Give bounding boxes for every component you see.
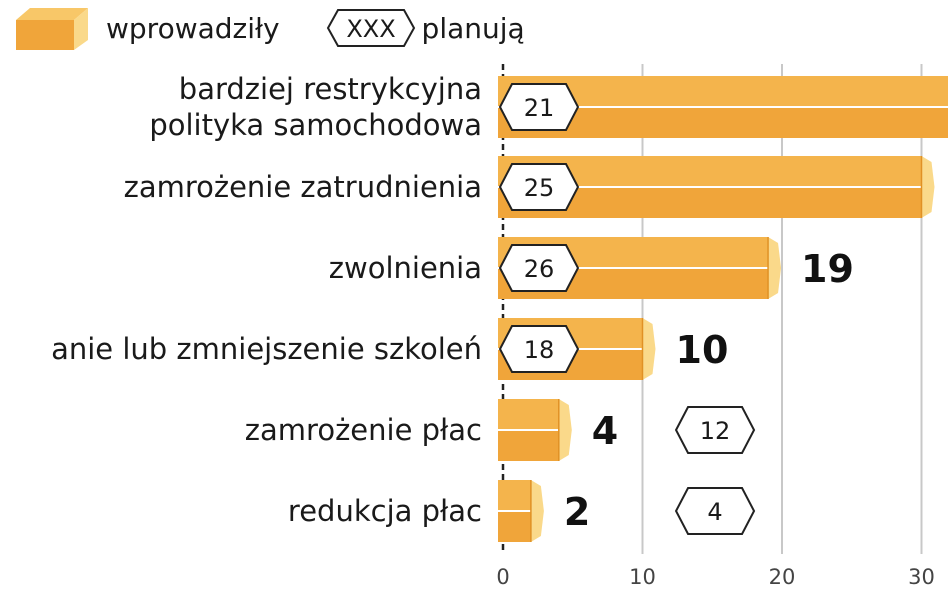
planned-hexagon (498, 163, 580, 211)
x-tick-label: 30 (908, 565, 935, 589)
planned-value-label: 4 (707, 498, 722, 526)
bar-side (530, 480, 544, 542)
grid (501, 64, 923, 554)
x-tick-label: 10 (629, 565, 656, 589)
bar-side (768, 237, 782, 299)
category-label: zwolnienia (329, 251, 482, 285)
legend: wprowadziły XXX planują (10, 4, 525, 52)
implemented-legend-icon (16, 8, 88, 50)
bar-group (498, 237, 782, 299)
category-label: bardziej restrykcyjna (179, 72, 482, 106)
planned-value-label: 12 (700, 417, 731, 445)
planned-legend-icon: XXX (326, 9, 415, 47)
bars (498, 76, 948, 542)
implemented-value-label: 2 (564, 490, 590, 534)
implemented-value-label: 10 (676, 328, 729, 372)
planned-legend-label: planują (421, 11, 525, 45)
bar-group (498, 76, 948, 138)
planned-value-label: 18 (524, 336, 555, 364)
category-label: polityka samochodowa (149, 108, 482, 142)
bar-implemented-top (498, 399, 559, 430)
bar-side (558, 399, 572, 461)
planned-value-label: 25 (524, 174, 555, 202)
bar-group (498, 156, 935, 218)
bar-group (498, 399, 756, 461)
bar-side (921, 156, 935, 218)
bar-group (498, 318, 656, 380)
x-tick-label: 20 (769, 565, 796, 589)
implemented-value-label: 4 (592, 409, 618, 453)
category-label: anie lub zmniejszenie szkoleń (51, 332, 482, 366)
bar-group (498, 480, 756, 542)
x-tick-label: 0 (496, 565, 509, 589)
planned-value-label: 21 (524, 94, 555, 122)
planned-value-label: 26 (524, 255, 555, 283)
bar-side (642, 318, 656, 380)
bar-implemented (498, 511, 531, 542)
category-label: redukcja płac (288, 494, 482, 528)
planned-hexagon (674, 406, 756, 454)
planned-legend-symbol: XXX (346, 15, 395, 43)
category-label: zamrożenie zatrudnienia (124, 170, 482, 204)
implemented-legend-label: wprowadziły (106, 11, 280, 45)
implemented-value-label: 19 (801, 247, 854, 291)
planned-hexagon (498, 325, 580, 373)
planned-hexagon (498, 83, 580, 131)
planned-hexagon (498, 244, 580, 292)
category-label: zamrożenie płac (245, 413, 482, 447)
bar-implemented-top (498, 480, 531, 511)
bar-implemented (498, 430, 559, 461)
planned-hexagon (674, 487, 756, 535)
